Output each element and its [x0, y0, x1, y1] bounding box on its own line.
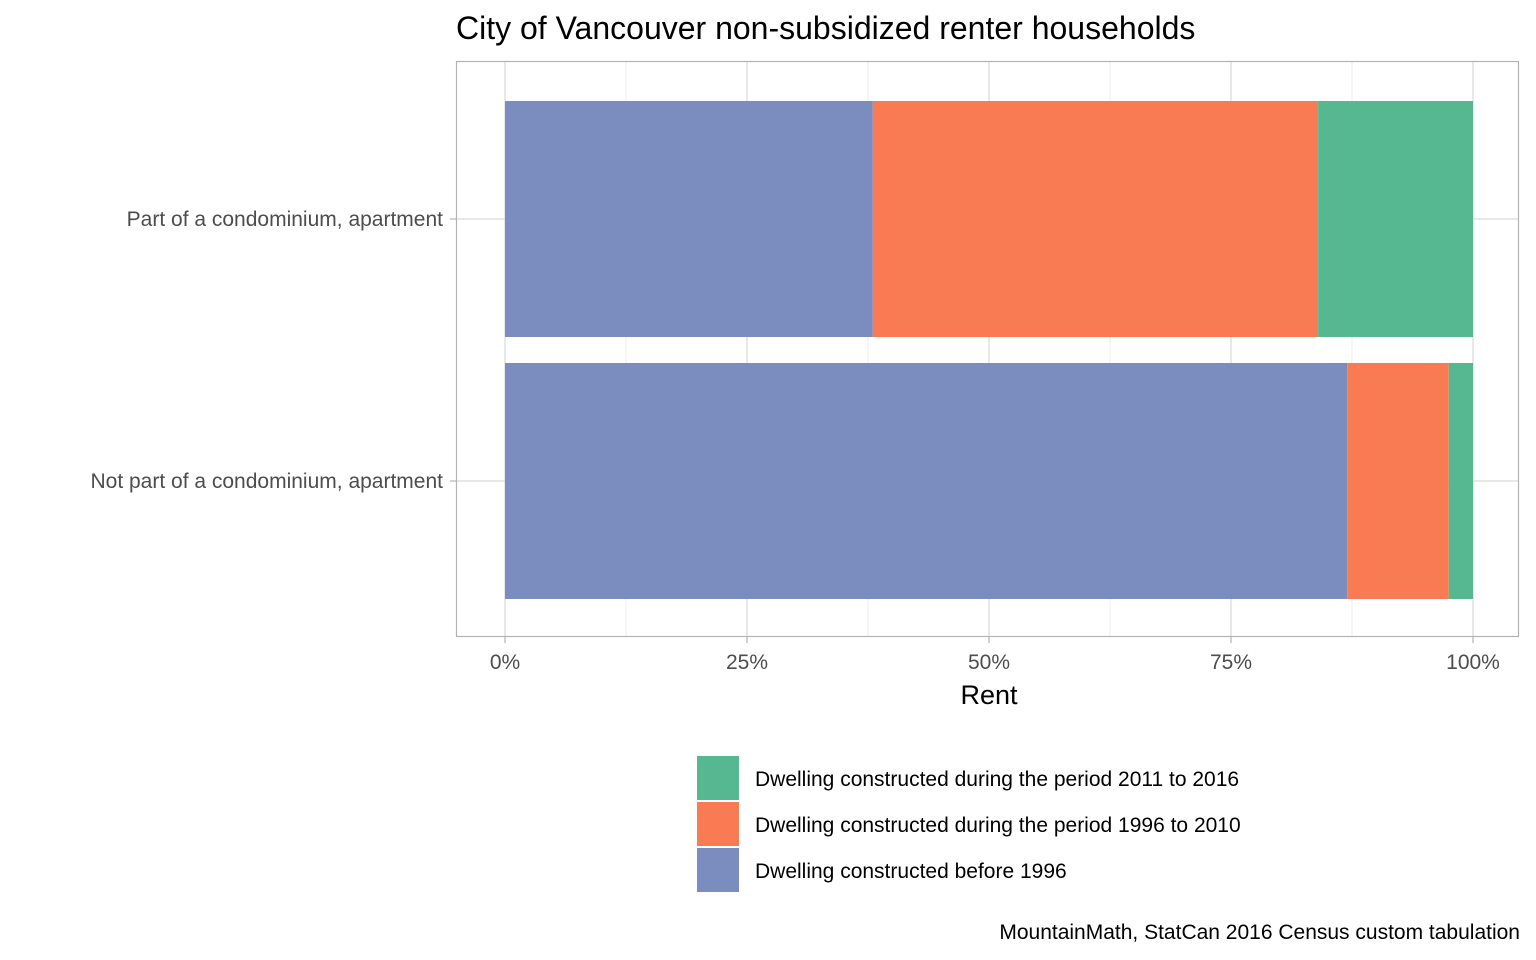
bar-segment: [1318, 101, 1473, 337]
legend-label: Dwelling constructed during the period 1…: [755, 814, 1241, 837]
bar-segment: [505, 101, 873, 337]
bar-segment: [1448, 363, 1473, 599]
x-tick-label: 0%: [490, 651, 520, 674]
bar-segment: [872, 101, 1319, 337]
legend-key: [697, 756, 739, 800]
bars: [505, 101, 1473, 599]
bar-segment: [1347, 363, 1449, 599]
caption: MountainMath, StatCan 2016 Census custom…: [999, 921, 1520, 944]
x-axis: 0% 25% 50% 75% 100%: [490, 637, 1500, 674]
y-tick-label: Not part of a condominium, apartment: [90, 470, 443, 493]
bar-segment: [505, 363, 1348, 599]
panel-border: [455, 60, 1520, 638]
y-tick-label: Part of a condominium, apartment: [127, 208, 443, 231]
chart-title: City of Vancouver non-subsidized renter …: [456, 10, 1195, 46]
legend-key: [697, 802, 739, 846]
legend-label: Dwelling constructed before 1996: [755, 860, 1067, 883]
x-axis-title: Rent: [960, 680, 1018, 710]
legend-key: [697, 848, 739, 892]
x-tick-label: 25%: [726, 651, 768, 674]
y-axis: Part of a condominium, apartment Not part…: [90, 208, 456, 493]
legend: Dwelling constructed during the period 2…: [697, 756, 1241, 892]
x-tick-label: 50%: [968, 651, 1010, 674]
legend-label: Dwelling constructed during the period 2…: [755, 768, 1239, 791]
x-tick-label: 100%: [1446, 651, 1500, 674]
x-tick-label: 75%: [1210, 651, 1252, 674]
